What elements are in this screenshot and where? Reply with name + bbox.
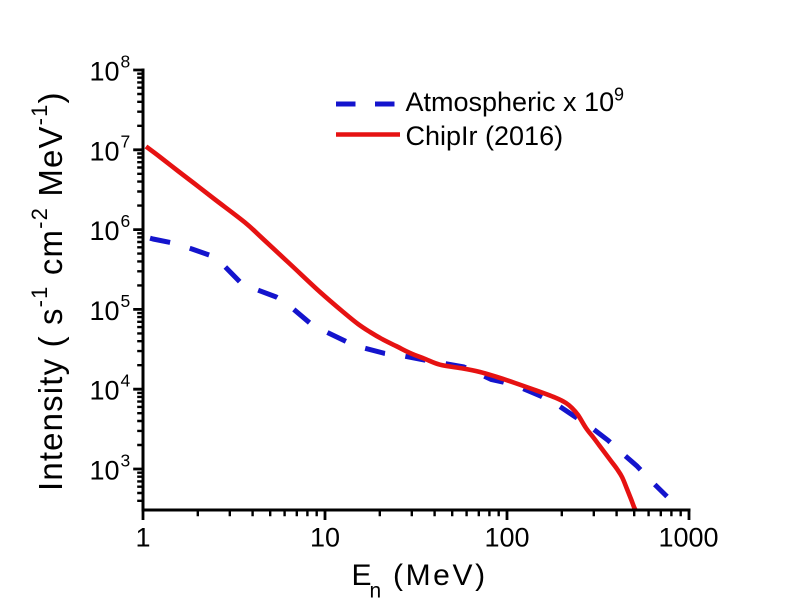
svg-text:10: 10 <box>89 57 119 87</box>
svg-text:10: 10 <box>89 136 119 166</box>
svg-text:1000: 1000 <box>658 523 718 553</box>
svg-text:(MeV): (MeV) <box>393 559 488 592</box>
svg-text:10: 10 <box>89 296 119 326</box>
svg-text:1: 1 <box>135 523 150 553</box>
svg-text:10: 10 <box>89 216 119 246</box>
svg-text:6: 6 <box>121 211 131 231</box>
svg-text:4: 4 <box>121 371 131 391</box>
svg-text:9: 9 <box>614 85 624 105</box>
svg-text:E: E <box>352 559 372 592</box>
svg-text:5: 5 <box>121 291 131 311</box>
svg-text:n: n <box>370 580 382 603</box>
svg-text:10: 10 <box>89 456 119 486</box>
svg-text:ChipIr (2016): ChipIr (2016) <box>406 121 564 151</box>
svg-text:10: 10 <box>310 523 340 553</box>
svg-text:Atmospheric x 10: Atmospheric x 10 <box>406 87 615 117</box>
svg-text:100: 100 <box>484 523 529 553</box>
svg-text:8: 8 <box>121 52 131 72</box>
svg-text:7: 7 <box>121 131 131 151</box>
svg-text:3: 3 <box>121 451 131 471</box>
svg-text:10: 10 <box>89 376 119 406</box>
svg-text:Intensity ( s-1 cm-2 MeV-1): Intensity ( s-1 cm-2 MeV-1) <box>27 91 69 491</box>
